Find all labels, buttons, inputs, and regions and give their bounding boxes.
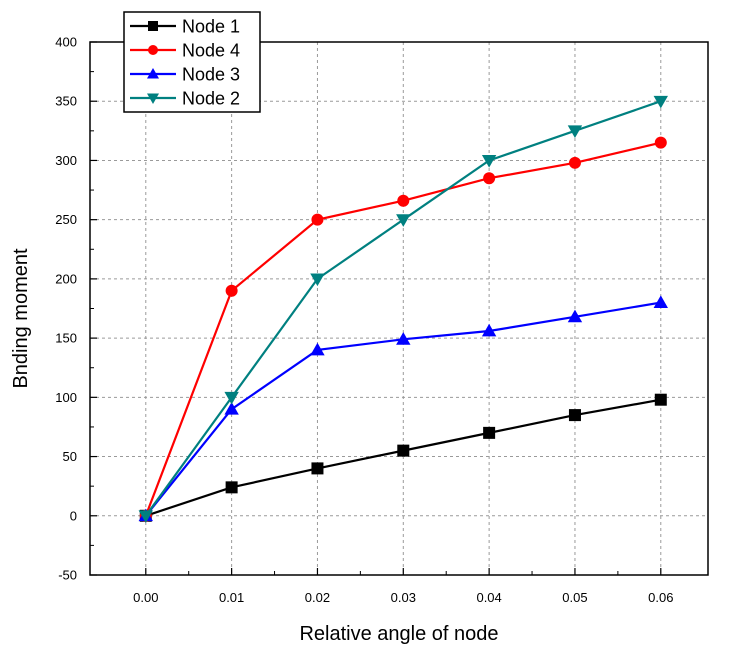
series-node-2 xyxy=(138,95,668,523)
legend-label: Node 3 xyxy=(182,65,240,85)
data-point xyxy=(138,510,153,523)
legend-label: Node 4 xyxy=(182,41,240,61)
legend-label: Node 2 xyxy=(182,89,240,109)
y-tick-label: -50 xyxy=(58,568,77,583)
data-point xyxy=(653,295,668,308)
legend-label: Node 1 xyxy=(182,17,240,37)
data-point xyxy=(396,214,411,227)
data-point xyxy=(224,391,239,405)
legend-entry: Node 4 xyxy=(130,41,240,61)
legend-box xyxy=(123,11,261,113)
y-tick-label: 200 xyxy=(55,271,77,286)
data-point xyxy=(397,194,410,207)
data-point xyxy=(311,213,324,226)
series xyxy=(138,95,668,523)
axes: -50 0 50 100 150 200 250 300 350 400 0.00 0.01 0.02 0… xyxy=(55,35,709,605)
y-tick-label: 350 xyxy=(55,94,77,109)
x-tick-label: 0.01 xyxy=(219,590,244,605)
data-point xyxy=(567,309,583,323)
y-tick-label: 300 xyxy=(55,153,77,168)
data-point xyxy=(481,323,497,337)
data-point xyxy=(310,273,325,287)
data-point xyxy=(567,125,583,139)
data-point xyxy=(483,172,496,185)
data-point xyxy=(225,284,238,297)
x-tick-label: 0.04 xyxy=(476,590,501,605)
plot-frame xyxy=(89,41,709,576)
x-tick-label: 0.02 xyxy=(305,590,330,605)
data-point xyxy=(148,21,158,31)
data-point xyxy=(568,156,581,169)
y-tick-label: 250 xyxy=(55,212,77,227)
y-tick-label: 50 xyxy=(63,449,77,464)
data-point xyxy=(147,93,159,104)
y-tick-label: 100 xyxy=(55,390,77,405)
data-point xyxy=(147,68,159,79)
x-tick-label: 0.05 xyxy=(562,590,587,605)
y-axis-title: Bnding moment xyxy=(10,248,32,389)
data-point xyxy=(225,481,238,494)
data-point xyxy=(310,342,325,356)
legend-entry: Node 2 xyxy=(130,89,240,109)
data-point xyxy=(311,462,324,475)
legend-entry: Node 1 xyxy=(130,17,240,37)
legend-entry: Node 3 xyxy=(130,65,240,85)
x-tick-label: 0.00 xyxy=(133,590,158,605)
data-point xyxy=(654,136,667,149)
data-point xyxy=(396,332,411,345)
data-point xyxy=(224,401,239,415)
data-point xyxy=(148,45,158,55)
y-tick-label: 0 xyxy=(70,508,77,523)
y-tick-label: 150 xyxy=(55,331,77,346)
data-point xyxy=(653,95,668,109)
x-axis-title: Relative angle of node xyxy=(299,623,498,645)
series-node-1 xyxy=(139,393,667,522)
data-point xyxy=(483,426,496,439)
grid xyxy=(90,42,708,575)
data-point xyxy=(397,444,410,457)
legend: Node 1 Node 4 Node 3 Node 2 xyxy=(123,11,261,113)
series-node-3 xyxy=(138,295,668,522)
data-point xyxy=(481,155,497,168)
x-tick-label: 0.06 xyxy=(648,590,673,605)
data-point xyxy=(568,409,581,422)
y-tick-label: 400 xyxy=(55,35,77,50)
x-tick-label: 0.03 xyxy=(391,590,416,605)
data-point xyxy=(654,393,667,406)
